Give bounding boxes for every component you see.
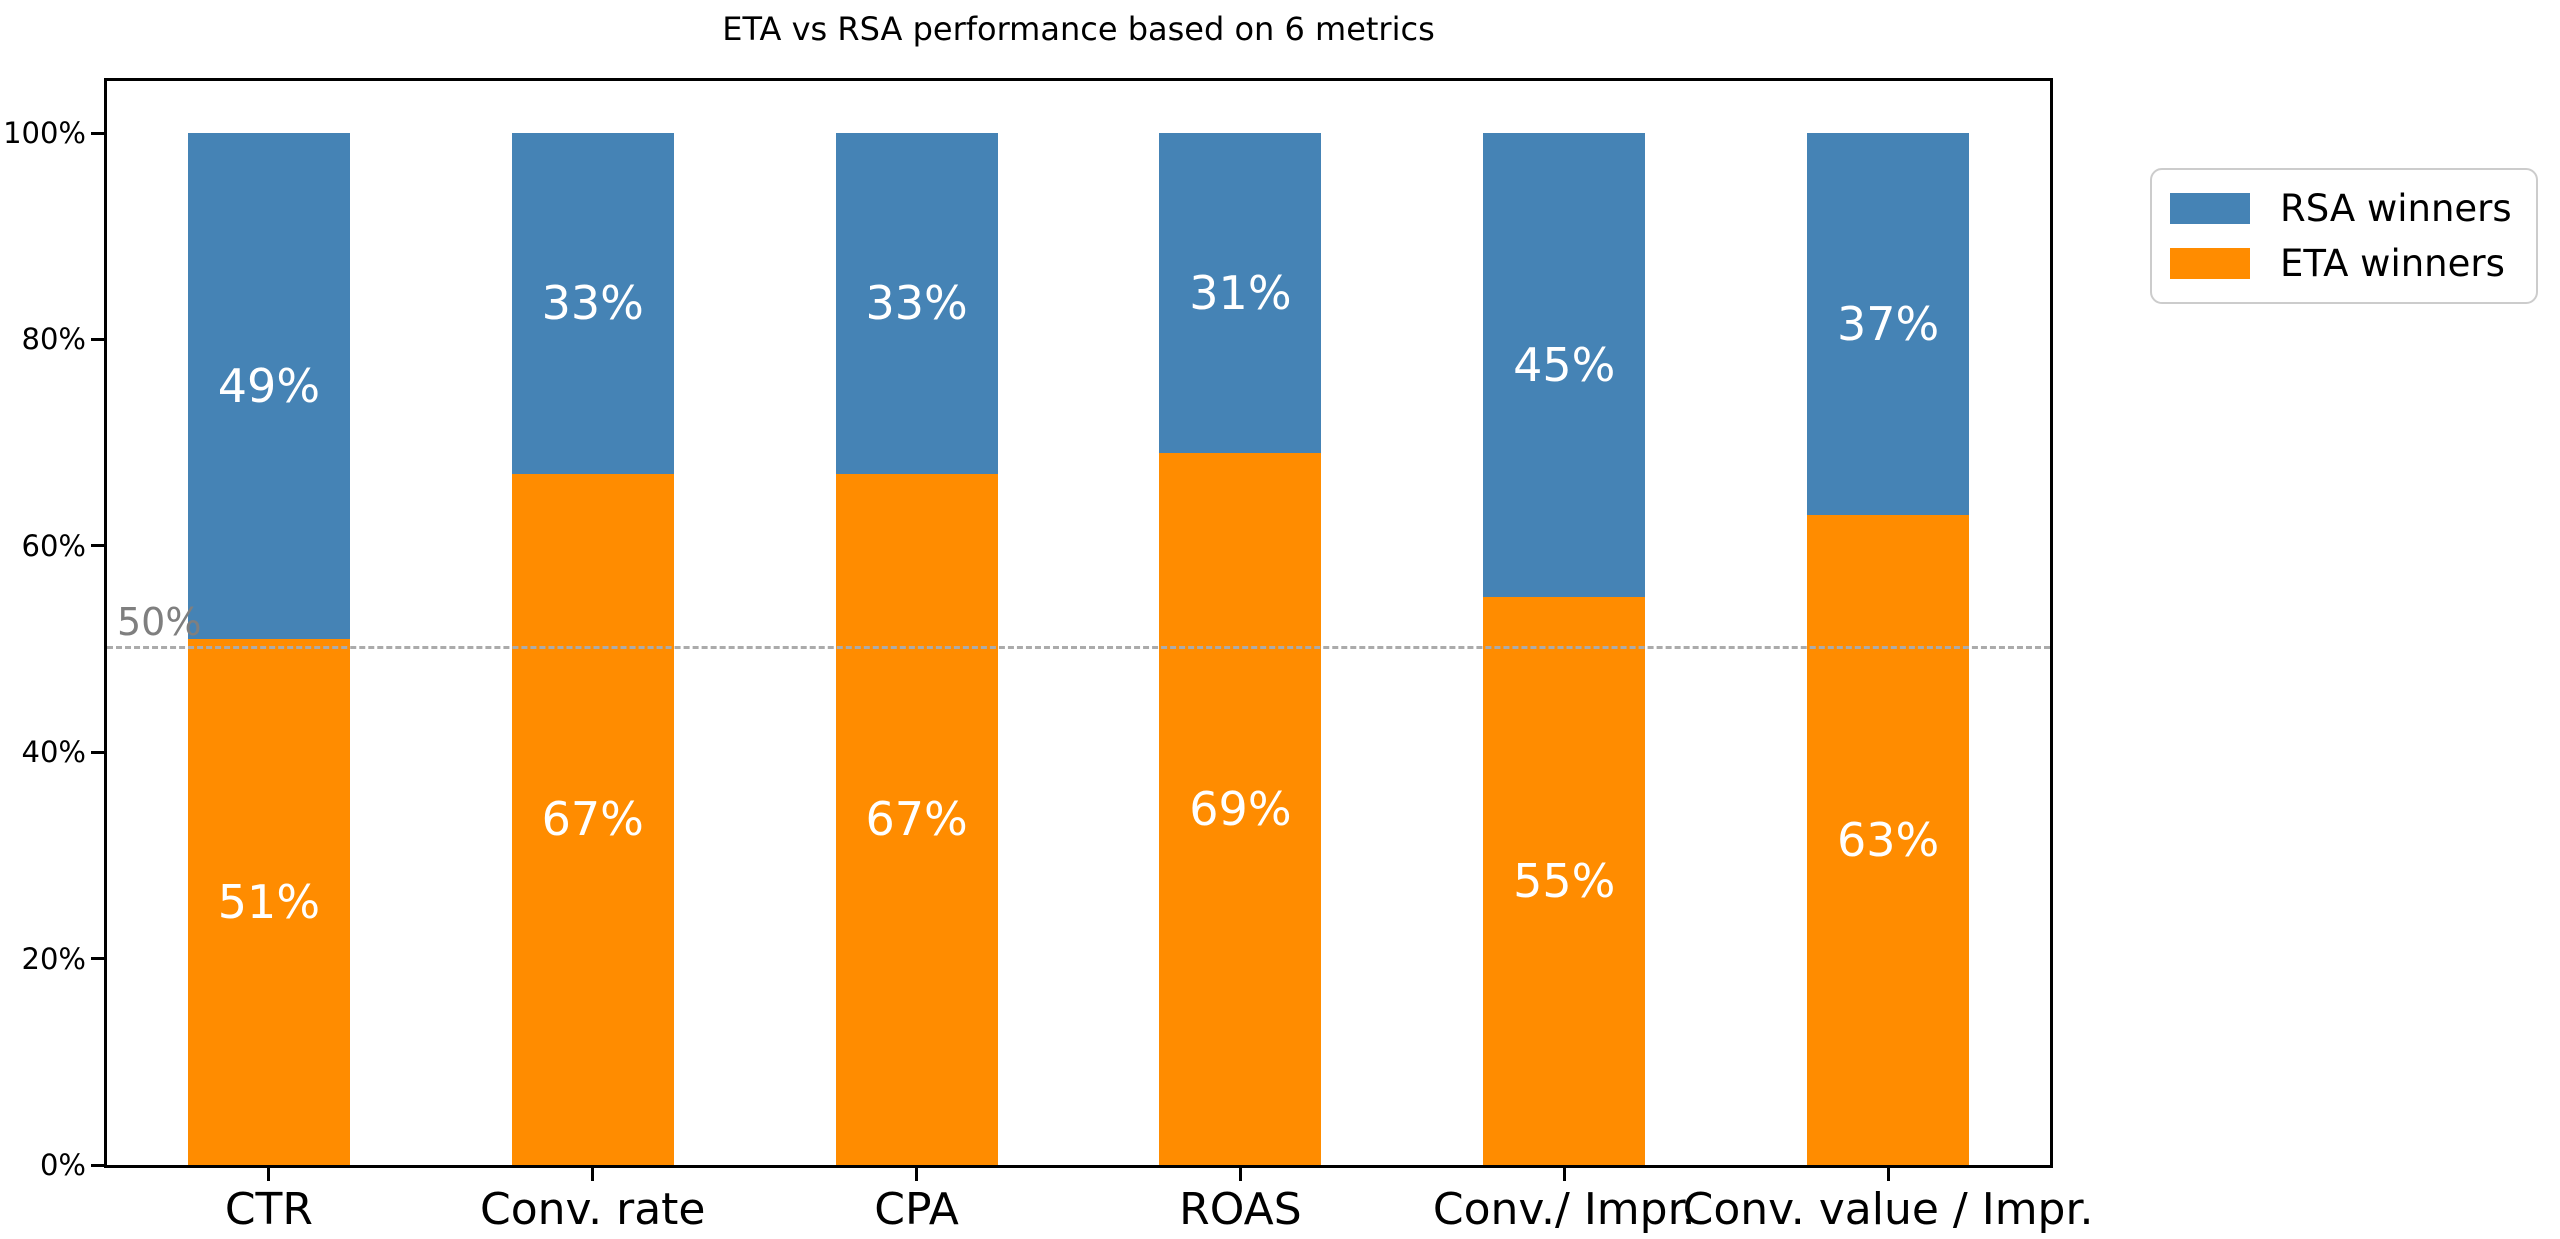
bar-segment-eta: 63% (1807, 514, 1970, 1165)
y-tick-mark (91, 337, 104, 341)
legend-swatch-rsa-icon (2170, 193, 2250, 224)
y-tick-mark (91, 131, 104, 135)
bar-segment-rsa: 31% (1159, 133, 1322, 453)
x-tick-label: ROAS (1179, 1184, 1302, 1235)
bar-label-rsa: 45% (1513, 338, 1616, 393)
legend-label-rsa: RSA winners (2280, 187, 2512, 230)
bar-label-eta: 69% (1189, 781, 1292, 836)
bar-conv-impr-: 45% 55% (1483, 133, 1646, 1165)
legend-item-rsa: RSA winners (2170, 187, 2512, 230)
bar-label-eta: 55% (1513, 854, 1616, 909)
bar-segment-eta: 55% (1483, 597, 1646, 1165)
fifty-percent-label: 50% (117, 600, 202, 644)
bar-label-rsa: 37% (1836, 296, 1940, 351)
y-tick-mark (91, 1163, 104, 1167)
x-tick-label: CPA (874, 1184, 959, 1235)
legend-swatch-eta-icon (2170, 248, 2250, 279)
bar-segment-eta: 67% (511, 473, 674, 1165)
x-tick-mark (1886, 1168, 1890, 1181)
y-tick-label: 20% (21, 941, 86, 976)
x-tick-label: Conv. rate (480, 1184, 706, 1235)
fifty-percent-reference-line (107, 646, 2050, 649)
bar-label-eta: 67% (541, 792, 644, 847)
bar-label-rsa: 31% (1189, 265, 1292, 320)
x-tick-label: Conv. value / Impr. (1682, 1184, 2094, 1235)
y-tick-mark (91, 957, 104, 961)
bar-label-rsa: 33% (541, 276, 644, 331)
bar-conv-rate: 33% 67% (511, 133, 674, 1165)
x-tick-mark (1238, 1168, 1242, 1181)
bar-label-eta: 63% (1836, 812, 1940, 867)
x-tick-mark (915, 1168, 919, 1181)
x-tick-mark (591, 1168, 595, 1181)
x-tick-label: CTR (224, 1184, 313, 1235)
bar-label-eta: 51% (217, 874, 321, 929)
bar-segment-eta: 67% (835, 473, 998, 1165)
bar-label-rsa: 49% (217, 358, 321, 413)
y-tick-label: 60% (21, 528, 86, 563)
y-tick-label: 0% (39, 1148, 86, 1182)
bar-segment-rsa: 37% (1807, 133, 1970, 515)
bar-segment-eta: 51% (187, 638, 350, 1165)
legend-item-eta: ETA winners (2170, 242, 2512, 285)
y-tick-mark (91, 750, 104, 754)
legend: RSA winners ETA winners (2150, 168, 2538, 304)
bar-segment-rsa: 45% (1483, 133, 1646, 598)
y-tick-label: 80% (21, 322, 86, 357)
bar-label-rsa: 33% (865, 276, 968, 331)
y-tick-mark (91, 544, 104, 548)
chart-title: ETA vs RSA performance based on 6 metric… (722, 10, 1435, 48)
y-tick-label: 100% (3, 116, 86, 150)
x-tick-mark (267, 1168, 271, 1181)
bar-segment-rsa: 33% (511, 133, 674, 474)
y-tick-label: 40% (21, 735, 86, 770)
plot-area: 49% 51% 33% 67% 33% 67% 31% 69% 45% 55% 37% 63% 50% (104, 78, 2053, 1168)
x-tick-mark (1562, 1168, 1566, 1181)
legend-label-eta: ETA winners (2280, 242, 2505, 285)
bar-segment-rsa: 49% (187, 133, 350, 639)
bar-segment-rsa: 33% (835, 133, 998, 474)
x-tick-label: Conv./ Impr. (1432, 1184, 1696, 1235)
bar-ctr: 49% 51% (187, 133, 350, 1165)
bar-segment-eta: 69% (1159, 452, 1322, 1165)
bar-roas: 31% 69% (1159, 133, 1322, 1165)
bar-cpa: 33% 67% (835, 133, 998, 1165)
bar-label-eta: 67% (865, 792, 968, 847)
bar-conv-value-impr-: 37% 63% (1807, 133, 1970, 1165)
